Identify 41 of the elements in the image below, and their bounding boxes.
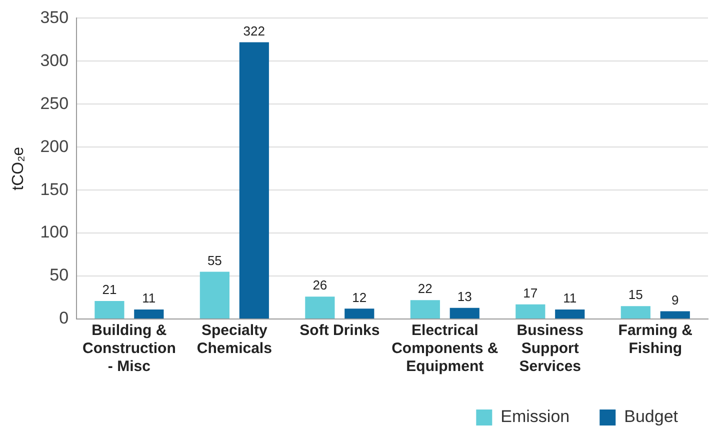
- x-tick-label: Soft Drinks: [300, 322, 380, 340]
- x-tick-label: Business Support Services: [516, 322, 584, 376]
- bar: [660, 311, 690, 318]
- bar: [344, 308, 374, 318]
- y-tick-label: 150: [40, 180, 69, 199]
- data-label: 55: [207, 252, 222, 268]
- bar: [239, 42, 269, 318]
- bar: [516, 304, 546, 318]
- x-tick-label: Electrical Components & Equipment: [392, 322, 498, 376]
- data-label: 11: [563, 290, 577, 306]
- data-label: 17: [523, 285, 538, 300]
- bar: [200, 272, 230, 318]
- bar: [620, 306, 650, 318]
- bar: [410, 300, 440, 318]
- data-label: 15: [628, 287, 643, 302]
- data-label: 13: [457, 288, 472, 304]
- data-label: 9: [671, 292, 679, 308]
- bar: [555, 310, 585, 318]
- y-tick-label: 100: [40, 222, 69, 242]
- bar: [94, 300, 124, 318]
- data-label: 12: [352, 290, 367, 305]
- y-tick-label: 250: [40, 94, 69, 113]
- y-tick-label: 300: [40, 50, 69, 70]
- y-axis-title: tCO₂e: [10, 146, 28, 190]
- data-label: 21: [102, 282, 117, 298]
- bar: [305, 296, 335, 318]
- legend-label: Emission: [500, 407, 570, 426]
- data-label: 22: [418, 281, 432, 296]
- x-tick-label: Specialty Chemicals: [196, 322, 272, 358]
- legend-label: Budget: [624, 407, 678, 426]
- bar: [134, 310, 164, 318]
- data-label: 11: [142, 290, 156, 306]
- x-tick-label: Building & Construction - Misc: [82, 322, 176, 376]
- y-tick-label: 200: [40, 136, 69, 156]
- y-tick-label: 350: [40, 8, 69, 27]
- bar: [450, 308, 480, 318]
- data-label: 322: [243, 23, 266, 38]
- y-tick-label: 0: [59, 308, 69, 328]
- x-tick-label: Farming & Fishing: [618, 322, 693, 358]
- y-tick-label: 50: [50, 266, 69, 285]
- data-label: 26: [312, 278, 328, 293]
